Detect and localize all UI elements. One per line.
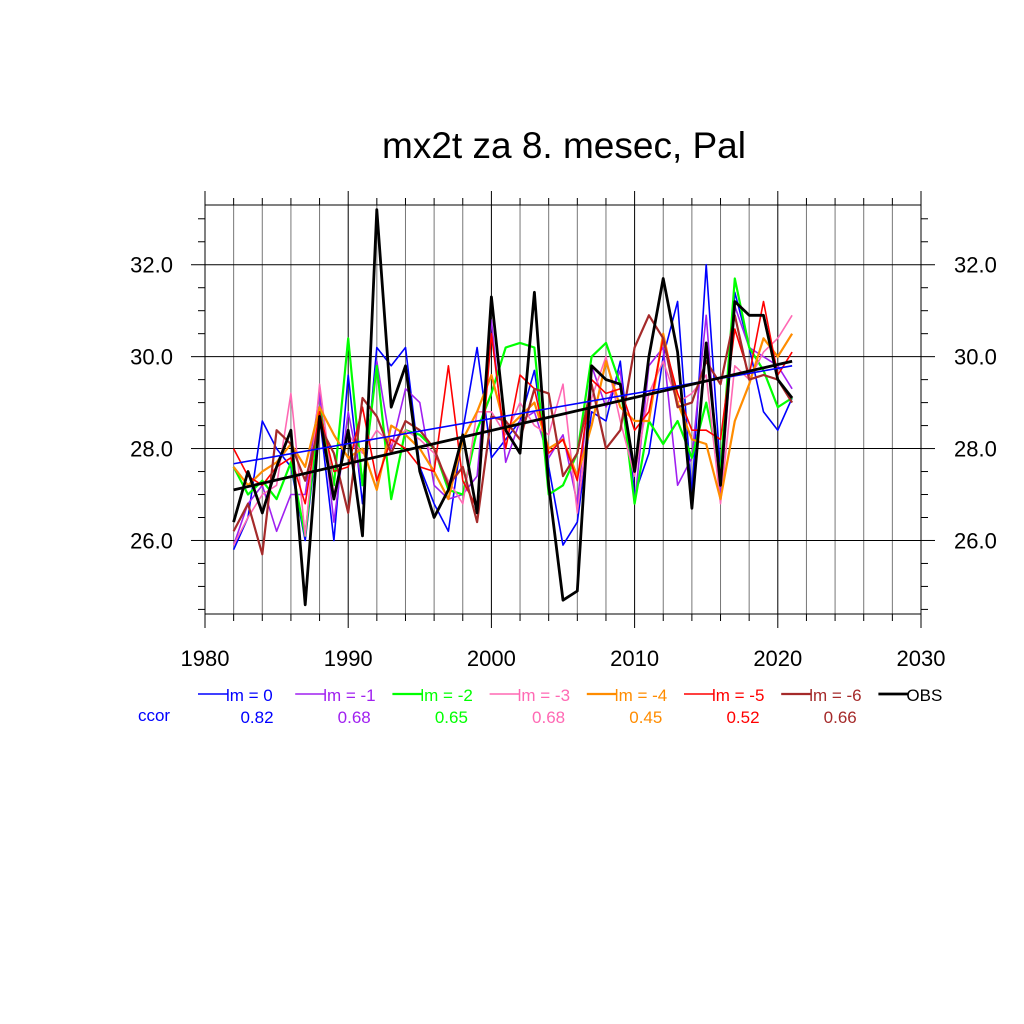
y-tick-label-left: 32.0 (130, 253, 173, 278)
x-tick-label: 1980 (181, 646, 230, 671)
x-tick-label: 2020 (753, 646, 802, 671)
plot-frame (204, 204, 922, 615)
axis-ticks (191, 191, 935, 628)
ccor-label: ccor (138, 706, 170, 725)
legend-label: lm = 0 (226, 686, 273, 705)
legend-label: OBS (906, 686, 942, 705)
y-tick-label-right: 28.0 (954, 437, 997, 462)
axis-tick-labels: 1980 1990 2000 2010 2020 2030 26.0 26.0 28.0 28.0… (130, 253, 997, 671)
y-tick-label-right: 32.0 (954, 253, 997, 278)
legend-ccor-value: 0.68 (338, 708, 371, 727)
legend-ccor-value: 0.66 (824, 708, 857, 727)
legend-ccor-value: 0.52 (726, 708, 759, 727)
legend-label: lm = -4 (615, 686, 667, 705)
y-tick-label-left: 28.0 (130, 437, 173, 462)
y-tick-label-right: 30.0 (954, 345, 997, 370)
legend: ccor lm = 0 0.82 lm = -1 0.68 lm = -2 0.65 lm … (138, 686, 942, 727)
legend-label: lm = -3 (518, 686, 570, 705)
legend-ccor-value: 0.82 (240, 708, 273, 727)
legend-ccor-value: 0.68 (532, 708, 565, 727)
legend-ccor-value: 0.45 (629, 708, 662, 727)
x-tick-label: 2030 (897, 646, 946, 671)
chart-title: mx2t za 8. mesec, Pal (382, 125, 746, 166)
legend-label: lm = -5 (712, 686, 764, 705)
x-tick-label: 1990 (324, 646, 373, 671)
x-tick-label: 2000 (467, 646, 516, 671)
y-tick-label-left: 30.0 (130, 345, 173, 370)
legend-label: lm = -2 (420, 686, 472, 705)
y-tick-label-left: 26.0 (130, 528, 173, 553)
legend-label: lm = -1 (323, 686, 375, 705)
y-tick-label-right: 26.0 (954, 528, 997, 553)
x-tick-label: 2010 (610, 646, 659, 671)
series-line (232, 208, 794, 607)
legend-ccor-value: 0.65 (435, 708, 468, 727)
trend-lines (233, 359, 793, 492)
trend-line (233, 359, 793, 492)
grid (204, 205, 922, 614)
legend-label: lm = -6 (809, 686, 861, 705)
series-lines (232, 208, 794, 607)
